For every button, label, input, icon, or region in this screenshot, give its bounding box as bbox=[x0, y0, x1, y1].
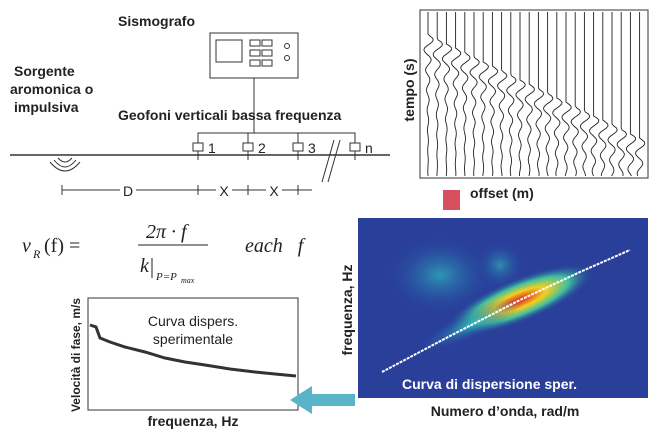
geophones-label: Geofoni verticali bassa frequenza bbox=[118, 107, 342, 123]
distance-label: X bbox=[219, 183, 229, 199]
geophone bbox=[243, 143, 253, 151]
time-axis-label: tempo (s) bbox=[401, 59, 417, 122]
spectrum-xlabel: Numero d’onda, rad/m bbox=[431, 403, 580, 419]
svg-text:(f) =: (f) = bbox=[44, 235, 80, 257]
curve-caption: Curva dispers. bbox=[148, 313, 238, 329]
spectrum-caption: Curva di dispersione sper. bbox=[402, 376, 577, 392]
break-mark bbox=[322, 140, 340, 182]
diagram: Sismografo Sorgente aromonica o impulsiv… bbox=[0, 0, 651, 430]
svg-text:v: v bbox=[22, 235, 31, 257]
geophone-label: 2 bbox=[258, 140, 266, 156]
geophone bbox=[293, 143, 303, 151]
source-label: aromonica o bbox=[10, 81, 93, 97]
arrow bbox=[290, 386, 355, 414]
distance-label: X bbox=[269, 183, 279, 199]
geophone bbox=[350, 143, 360, 151]
geophone bbox=[193, 143, 203, 151]
curve-xlabel: frequenza, Hz bbox=[147, 413, 238, 429]
seismograph bbox=[198, 33, 355, 143]
svg-text:k: k bbox=[140, 255, 150, 277]
source-label: impulsiva bbox=[14, 99, 79, 115]
formula: v R (f) = 2π · f k P=P max each f bbox=[22, 221, 306, 285]
offset-marker bbox=[443, 190, 460, 210]
svg-text:2π · f: 2π · f bbox=[146, 221, 189, 243]
geophone-label: n bbox=[365, 140, 373, 156]
geophone-label: 1 bbox=[208, 140, 216, 156]
spectrum-ylabel: frequenza, Hz bbox=[339, 264, 355, 355]
offset-axis-label: offset (m) bbox=[470, 185, 534, 201]
svg-text:R: R bbox=[32, 247, 41, 261]
source-icon bbox=[50, 158, 80, 171]
curve-ylabel: Velocità di fase, m/s bbox=[69, 298, 83, 412]
svg-text:P=P: P=P bbox=[155, 271, 177, 283]
curve-caption: sperimentale bbox=[153, 331, 233, 347]
seismograph-label: Sismografo bbox=[118, 13, 195, 29]
svg-text:max: max bbox=[181, 276, 195, 285]
geophone-label: 3 bbox=[308, 140, 316, 156]
source-label: Sorgente bbox=[14, 63, 75, 79]
svg-text:each f: each f bbox=[245, 235, 306, 257]
distance-label: D bbox=[123, 183, 133, 199]
